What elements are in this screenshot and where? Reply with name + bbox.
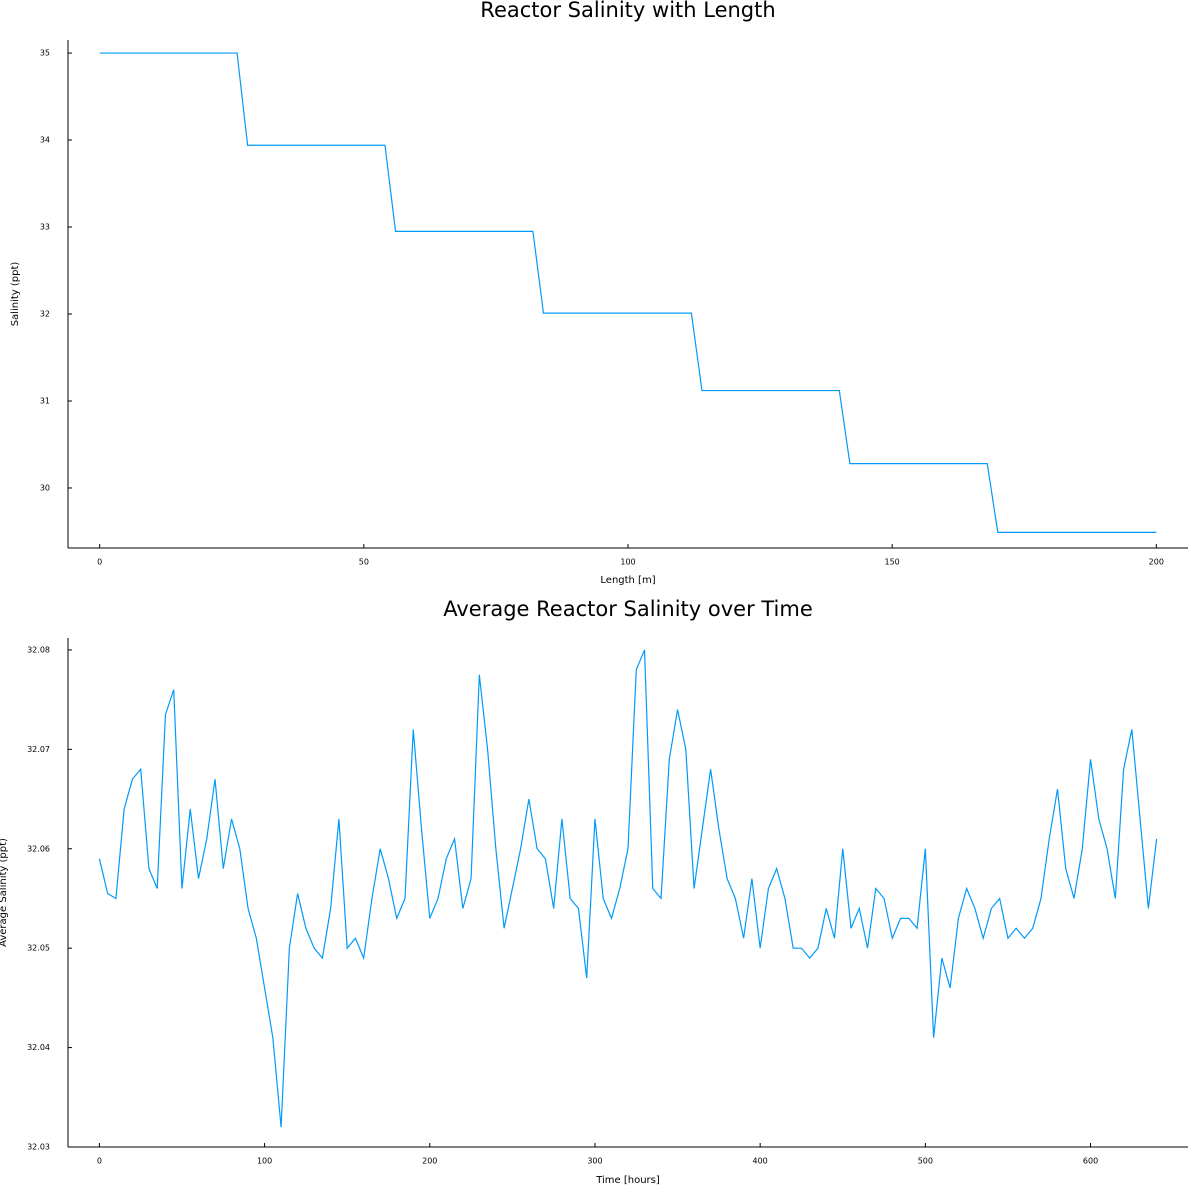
x-tick-label: 0: [97, 558, 102, 567]
y-tick-label: 32.08: [27, 645, 50, 654]
y-tick-label: 35: [40, 49, 50, 58]
x-tick-label: 100: [620, 558, 635, 567]
y-tick-label: 32.07: [27, 745, 50, 754]
x-tick-label: 150: [885, 558, 900, 567]
y-tick-label: 32.05: [27, 944, 50, 953]
y-tick-label: 32.06: [27, 844, 50, 853]
y-axis-label: Average Salinity (ppt): [0, 838, 9, 947]
chart-title: Reactor Salinity with Length: [480, 0, 775, 22]
x-tick-label: 300: [587, 1157, 602, 1166]
x-tick-label: 600: [1083, 1157, 1098, 1166]
y-tick-label: 33: [40, 223, 50, 232]
data-line: [99, 52, 1157, 533]
x-tick-label: 400: [753, 1157, 768, 1166]
x-tick-label: 100: [257, 1157, 272, 1166]
x-tick-label: 200: [1149, 558, 1164, 567]
y-axis-label: Salinity (ppt): [10, 262, 21, 327]
x-tick-label: 500: [918, 1157, 933, 1166]
y-tick-label: 34: [40, 136, 50, 145]
x-tick-label: 200: [422, 1157, 437, 1166]
x-tick-label: 0: [97, 1157, 102, 1166]
x-axis-label: Length [m]: [600, 575, 655, 586]
data-line: [98, 649, 1158, 1128]
y-tick-label: 32: [40, 310, 50, 319]
y-tick-label: 30: [40, 483, 50, 492]
chart-title: Average Reactor Salinity over Time: [443, 597, 813, 621]
x-axis-label: Time [hours]: [595, 1175, 660, 1186]
y-tick-label: 32.04: [27, 1043, 50, 1052]
y-tick-label: 31: [40, 396, 50, 405]
y-tick-label: 32.03: [27, 1143, 50, 1152]
x-tick-label: 50: [359, 558, 369, 567]
